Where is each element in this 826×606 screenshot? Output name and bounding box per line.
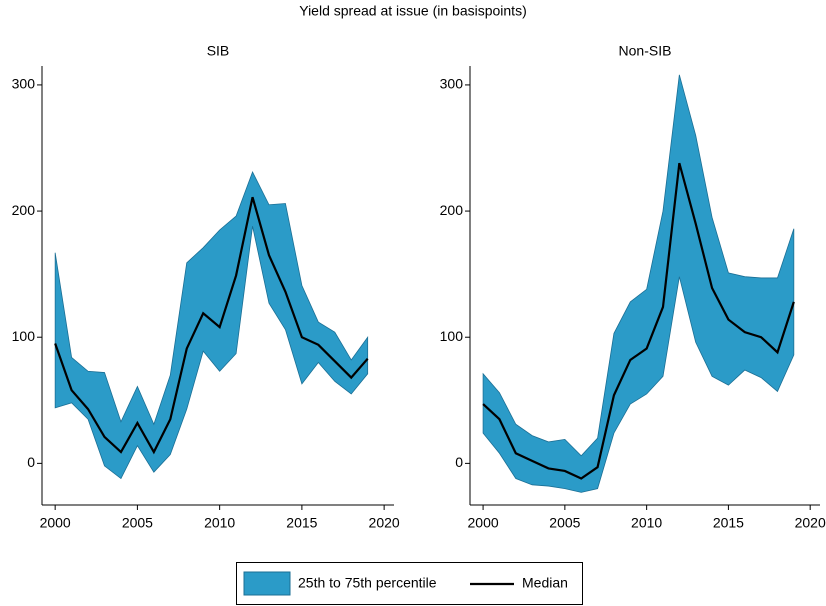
panel-title: Non-SIB	[619, 43, 672, 59]
panel-title: SIB	[207, 43, 230, 59]
y-tick-label: 200	[12, 202, 36, 218]
y-tick-label: 0	[27, 454, 35, 470]
x-tick-label: 2010	[204, 515, 235, 531]
legend-label: 25th to 75th percentile	[298, 575, 437, 591]
legend-swatch	[243, 571, 291, 596]
figure-title: Yield spread at issue (in basispoints)	[299, 3, 527, 19]
x-tick-label: 2015	[713, 515, 744, 531]
band	[54, 170, 369, 480]
x-tick-label: 2005	[122, 515, 153, 531]
band	[482, 74, 795, 493]
legend-label: Median	[522, 575, 568, 591]
y-tick-label: 0	[455, 454, 463, 470]
y-tick-label: 100	[440, 328, 464, 344]
x-tick-label: 2000	[40, 515, 71, 531]
y-tick-label: 100	[12, 328, 36, 344]
x-tick-label: 2020	[795, 515, 826, 531]
x-tick-label: 2015	[286, 515, 317, 531]
median-line	[482, 162, 795, 480]
y-tick-label: 200	[440, 202, 464, 218]
median-line	[54, 196, 369, 455]
x-tick-label: 2020	[369, 515, 400, 531]
x-tick-label: 2005	[549, 515, 580, 531]
y-tick-label: 300	[12, 76, 36, 92]
x-tick-label: 2000	[468, 515, 499, 531]
legend-box	[236, 562, 583, 605]
x-tick-label: 2010	[631, 515, 662, 531]
y-tick-label: 300	[440, 76, 464, 92]
